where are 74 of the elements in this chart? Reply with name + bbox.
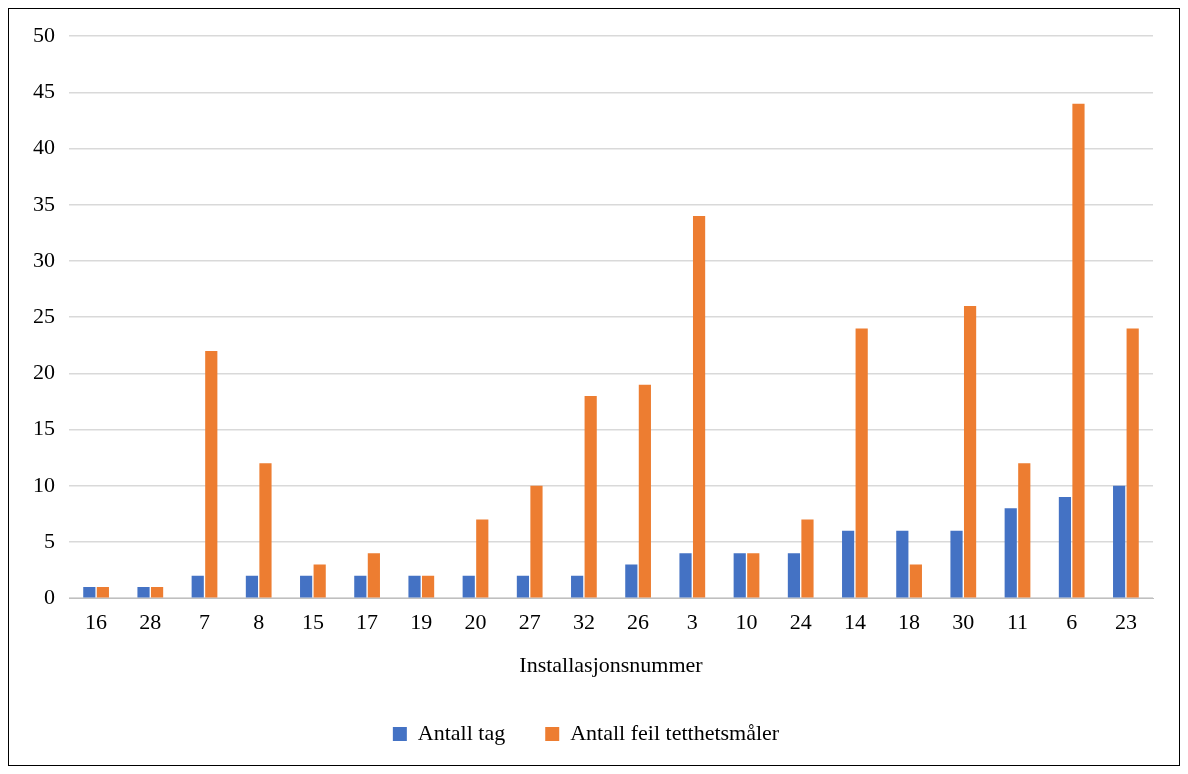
bar bbox=[896, 530, 909, 598]
bar bbox=[692, 216, 706, 598]
bar bbox=[747, 553, 760, 598]
y-tick-label: 5 bbox=[44, 527, 55, 553]
bar bbox=[205, 350, 218, 598]
x-tick-label: 10 bbox=[735, 609, 758, 635]
y-tick-label: 0 bbox=[44, 583, 55, 609]
bar bbox=[584, 395, 597, 598]
bar bbox=[842, 530, 855, 598]
bar bbox=[150, 586, 164, 598]
bar bbox=[638, 384, 651, 598]
legend-label: Antall feil tetthetsmåler bbox=[570, 719, 780, 745]
bar bbox=[462, 575, 475, 598]
x-tick-label: 17 bbox=[356, 609, 379, 635]
bar bbox=[679, 553, 692, 598]
x-tick-label: 14 bbox=[843, 609, 866, 635]
x-tick-label: 30 bbox=[952, 609, 975, 635]
bar bbox=[476, 519, 489, 598]
bar bbox=[421, 575, 435, 598]
bar bbox=[787, 553, 801, 598]
bar bbox=[83, 586, 96, 598]
y-tick-label: 50 bbox=[33, 21, 55, 47]
y-tick-label: 45 bbox=[33, 78, 55, 104]
x-axis-title: Installasjonsnummer bbox=[519, 651, 704, 677]
bar bbox=[963, 305, 977, 598]
x-tick-label: 20 bbox=[464, 609, 487, 635]
x-tick-label: 18 bbox=[898, 609, 921, 635]
x-tick-label: 19 bbox=[410, 609, 433, 635]
y-tick-label: 30 bbox=[33, 246, 55, 272]
bar bbox=[530, 485, 543, 598]
y-tick-label: 25 bbox=[33, 302, 55, 328]
bar bbox=[245, 575, 259, 598]
bar bbox=[625, 564, 638, 598]
bar bbox=[909, 564, 922, 598]
bar bbox=[354, 575, 367, 598]
x-tick-label: 6 bbox=[1066, 609, 1078, 635]
bar bbox=[1113, 485, 1126, 598]
bar bbox=[1004, 508, 1017, 598]
bar bbox=[733, 553, 746, 598]
bar bbox=[1126, 328, 1139, 598]
x-tick-label: 28 bbox=[139, 609, 162, 635]
bar bbox=[950, 530, 963, 598]
bar bbox=[1072, 103, 1085, 598]
x-tick-label: 16 bbox=[85, 609, 108, 635]
bar bbox=[1058, 497, 1072, 598]
y-tick-label: 35 bbox=[33, 190, 55, 216]
x-tick-label: 8 bbox=[253, 609, 265, 635]
y-tick-label: 15 bbox=[33, 415, 55, 441]
x-tick-label: 7 bbox=[199, 609, 210, 635]
bar bbox=[571, 575, 584, 598]
bar bbox=[801, 519, 814, 598]
y-tick-label: 20 bbox=[33, 359, 55, 385]
bar bbox=[313, 564, 326, 598]
bar bbox=[300, 575, 313, 598]
bar bbox=[1018, 463, 1031, 598]
x-tick-label: 3 bbox=[686, 609, 698, 635]
x-tick-label: 11 bbox=[1006, 609, 1029, 635]
legend-label: Antall tag bbox=[417, 719, 506, 745]
bar bbox=[191, 575, 204, 598]
x-tick-label: 26 bbox=[627, 609, 650, 635]
x-tick-label: 24 bbox=[789, 609, 812, 635]
bar bbox=[408, 575, 421, 598]
bar bbox=[367, 553, 380, 598]
x-tick-label: 15 bbox=[301, 609, 324, 635]
bar bbox=[137, 586, 150, 598]
y-tick-label: 40 bbox=[33, 134, 55, 160]
bar bbox=[96, 586, 109, 598]
y-tick-label: 10 bbox=[33, 471, 55, 497]
x-tick-label: 32 bbox=[572, 609, 595, 635]
x-tick-label: 27 bbox=[518, 609, 541, 635]
bar bbox=[259, 463, 272, 598]
bar bbox=[516, 575, 530, 598]
bar bbox=[855, 328, 868, 598]
x-tick-label: 23 bbox=[1114, 609, 1137, 635]
